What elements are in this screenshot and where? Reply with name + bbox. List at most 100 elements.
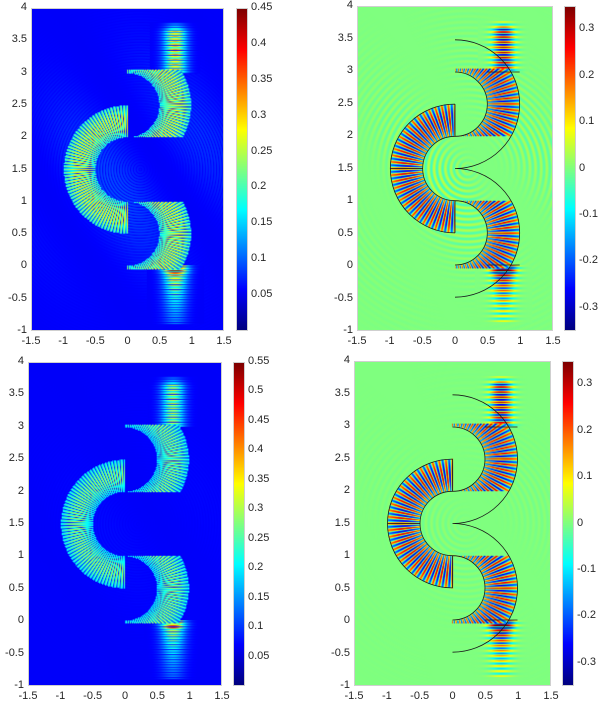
x-tick-label: 0: [449, 690, 456, 702]
colorbar-tick-label: 0: [579, 161, 586, 174]
y-tick-label: 1.5: [337, 161, 353, 174]
x-tick-label: 1: [186, 690, 193, 702]
y-tick-label: 2: [343, 484, 350, 496]
x-tick-label: 0: [451, 335, 459, 347]
y-tick-label: 3: [20, 65, 27, 78]
colorbar-tick-label: 0.3: [248, 502, 264, 515]
colorbar-tick-label: 0.5: [248, 384, 264, 397]
colorbar-tick-label: 0.1: [248, 620, 264, 633]
x-tick-label: -1.5: [18, 690, 38, 702]
x-tick-label: 1.5: [543, 690, 559, 702]
colorbar-tick-label: 0.25: [251, 144, 273, 157]
heatmap-axes: [28, 362, 222, 686]
y-tick-label: 2: [346, 129, 353, 141]
colorbar-tick-label: 0.1: [251, 252, 267, 265]
y-tick-label: -1: [340, 679, 350, 691]
y-tick-label: 3.5: [337, 31, 353, 44]
x-tick-label: 0.5: [480, 335, 496, 347]
y-tick-label: 3: [346, 64, 353, 76]
colorbar-tick-label: 0.15: [251, 216, 273, 229]
y-tick-label: -0.5: [334, 291, 353, 304]
y-tick-label: 3: [17, 419, 24, 432]
colorbar-tick-label: -0.1: [577, 562, 596, 575]
colorbar-tick-label: 0.35: [251, 72, 273, 85]
colorbar-tick-label: 0.2: [579, 68, 595, 81]
y-tick-label: -0.5: [331, 646, 350, 659]
x-tick-label: -1.5: [347, 335, 367, 347]
x-tick-label: -1: [384, 335, 395, 347]
colorbar-tick-label: -0.3: [577, 655, 596, 668]
x-tick-label: 1: [188, 335, 195, 347]
colorbar: [236, 8, 248, 331]
x-tick-label: -1: [58, 335, 69, 347]
x-tick-label: 1.5: [216, 335, 232, 347]
y-tick-label: 0: [20, 259, 27, 272]
colorbar-tick-label: 0.2: [251, 180, 267, 193]
y-tick-label: 1: [346, 194, 353, 206]
x-tick-label: -1.5: [344, 690, 364, 702]
x-tick-label: 0.5: [477, 690, 493, 702]
x-tick-label: 1: [515, 690, 522, 702]
y-tick-label: 4: [343, 354, 350, 366]
colorbar-tick-label: -0.2: [577, 609, 596, 622]
heatmap-axes: [357, 6, 553, 331]
colorbar-tick-label: 0.1: [577, 470, 593, 483]
y-tick-label: 0.5: [337, 226, 353, 239]
y-tick-label: 2.5: [11, 97, 27, 110]
y-tick-label: 3.5: [11, 33, 27, 46]
colorbar-tick-label: 0.45: [251, 1, 273, 13]
colorbar-tick-label: 0: [577, 516, 584, 529]
y-tick-label: 1.5: [334, 516, 350, 529]
colorbar-tick-label: 0.4: [248, 443, 264, 456]
x-tick-label: -1: [381, 690, 392, 702]
y-tick-label: 1: [343, 549, 350, 561]
colorbar-tick-label: -0.3: [579, 300, 598, 313]
x-tick-label: -1: [55, 690, 66, 702]
x-tick-label: -1.5: [21, 335, 41, 347]
heatmap-axes: [31, 8, 224, 331]
y-tick-label: 1.5: [11, 162, 27, 175]
colorbar-tick-label: 0.05: [251, 288, 273, 301]
x-tick-label: 0: [124, 335, 131, 347]
colorbar-tick-label: 0.35: [248, 472, 270, 485]
x-tick-label: 1: [517, 335, 524, 347]
y-tick-label: 2.5: [334, 451, 350, 464]
y-tick-label: 0: [343, 614, 350, 626]
y-tick-label: 0: [346, 259, 353, 271]
y-tick-label: 2: [17, 484, 24, 497]
y-tick-label: 4: [20, 1, 27, 13]
colorbar-tick-label: 0.1: [579, 115, 595, 128]
colorbar-tick-label: 0.55: [248, 355, 270, 367]
x-tick-label: -0.5: [85, 335, 105, 347]
heatmap-axes: [354, 361, 551, 686]
colorbar-tick-label: 0.05: [248, 649, 270, 662]
y-tick-label: 3: [343, 419, 350, 431]
y-tick-label: -0.5: [8, 291, 27, 304]
colorbar-tick-label: -0.2: [579, 254, 598, 267]
colorbar-tick-label: 0.3: [579, 22, 595, 35]
y-tick-label: 2.5: [8, 452, 24, 465]
x-tick-label: -0.5: [412, 335, 432, 347]
y-tick-label: 4: [346, 0, 353, 11]
y-tick-label: 0.5: [334, 581, 350, 594]
y-tick-label: -1: [17, 324, 27, 336]
y-tick-label: 1: [17, 549, 24, 562]
colorbar-tick-label: -0.1: [579, 207, 598, 220]
colorbar-tick-label: 0.3: [251, 108, 267, 121]
y-tick-label: 1.5: [8, 517, 24, 529]
y-tick-label: 3.5: [8, 387, 24, 400]
x-tick-label: -0.5: [410, 690, 430, 702]
y-tick-label: -0.5: [5, 646, 24, 659]
colorbar-tick-label: 0.2: [577, 423, 593, 436]
y-tick-label: -1: [14, 679, 24, 691]
field-image: [32, 9, 223, 330]
y-tick-label: 0.5: [11, 227, 27, 240]
colorbar-tick-label: 0.2: [248, 561, 264, 574]
colorbar: [233, 362, 245, 686]
field-image: [29, 363, 221, 685]
y-tick-label: 4: [17, 355, 24, 367]
y-tick-label: 0.5: [8, 581, 24, 594]
colorbar-tick-label: 0.3: [577, 377, 593, 390]
y-tick-label: 3.5: [334, 386, 350, 399]
x-tick-label: 0: [121, 690, 129, 702]
